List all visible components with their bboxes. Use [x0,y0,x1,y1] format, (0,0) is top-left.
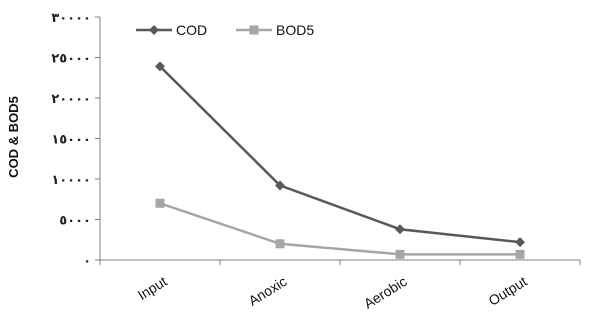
y-axis: ٠ ٥٠٠٠ ١٠٠٠٠ ١٥٠٠٠ ٢٠٠٠٠ ٢٥٠٠٠ ٣٠٠٠٠ [51,11,101,269]
data-point-bod5 [155,198,165,208]
series-bod5 [155,198,525,259]
x-tick-label: Aerobic [361,273,410,312]
y-tick-label: ٢٠٠٠٠ [51,92,91,107]
y-tick-label: ٥٠٠٠ [59,214,91,229]
y-tick-label: ٢٥٠٠٠ [51,52,91,67]
data-point-cod [155,61,165,72]
legend-item-cod: COD [136,22,207,38]
series-cod [155,61,525,248]
data-point-cod [515,237,525,248]
x-tick-label: Anoxic [245,273,289,309]
y-tick-label: ٠ [83,254,91,269]
legend-label: BOD5 [276,22,314,38]
data-point-cod [275,180,285,191]
data-point-cod [395,224,405,235]
y-tick-label: ١٥٠٠٠ [51,133,91,148]
legend-marker [249,25,259,35]
series-layer [155,61,525,259]
x-tick-label: Output [485,273,529,309]
series-line-cod [159,65,521,244]
legend-item-bod5: BOD5 [236,22,314,38]
y-tick-label: ١٠٠٠٠ [51,173,91,188]
y-axis-title: COD & BOD5 [6,96,21,178]
legend-label: COD [176,22,207,38]
legend: COD BOD5 [136,22,314,38]
legend-marker [149,25,159,35]
data-point-bod5 [395,249,405,259]
series-line-bod5 [159,202,520,256]
x-axis: Input Anoxic Aerobic Output [99,259,581,312]
data-point-bod5 [515,249,525,259]
x-tick-label: Input [135,273,170,303]
y-tick-label: ٣٠٠٠٠ [51,11,91,26]
data-point-bod5 [275,239,285,249]
